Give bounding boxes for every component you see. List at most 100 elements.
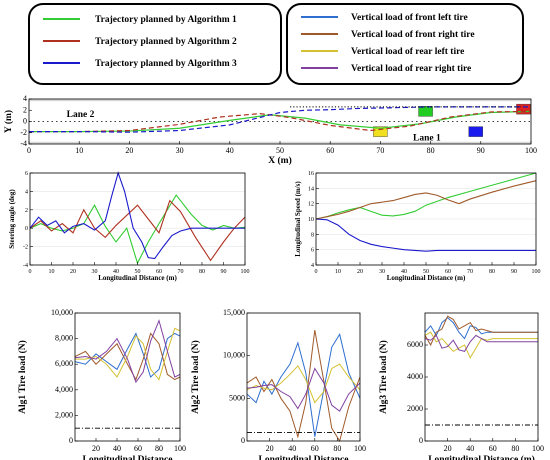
x-tick-label: 100	[532, 444, 544, 453]
series-line-3	[29, 106, 531, 133]
x-axis-label: X (m)	[268, 155, 291, 166]
y-tick-label: 16	[308, 171, 314, 177]
x-tick-label: 40	[113, 444, 121, 453]
x-tick-label: 40	[466, 444, 474, 453]
x-tick-label: 90	[221, 269, 227, 275]
legend-label-tire-3: Vertical load of rear left tire	[351, 47, 464, 57]
legend-box-trajectory	[28, 3, 282, 85]
series-line-2	[74, 332, 181, 381]
x-tick-label: 80	[199, 269, 205, 275]
x-tick-label: 80	[489, 269, 495, 275]
x-tick-label: 60	[445, 269, 451, 275]
x-tick-label: 70	[178, 269, 184, 275]
y-tick-label: 15,000	[223, 308, 245, 317]
series-line-3	[246, 363, 361, 404]
y-tick-label: 10,000	[51, 308, 73, 317]
obstacle-vehicle-4	[516, 103, 531, 115]
y-axis-label: Alg3 Tire load (N)	[378, 340, 389, 414]
obstacle-vehicle-1	[373, 126, 388, 137]
x-tick-label: 70	[376, 146, 384, 155]
y-tick-label: 2000	[407, 404, 423, 413]
axis-frame	[246, 312, 361, 442]
series-line-2	[424, 315, 538, 347]
x-tick-label: 10	[335, 269, 341, 275]
speed-chart: 0 10 20 30 40 50 60 70 80 90 100 4 6 8 10 12 14 16 Longitu…	[294, 171, 541, 282]
x-tick-label: 20	[125, 146, 133, 155]
x-tick-label: 20	[266, 444, 274, 453]
x-tick-label: 100	[525, 146, 537, 155]
series-line-2	[246, 329, 361, 443]
x-axis-label: Longitudinal Distance (m)	[428, 454, 535, 460]
y-tick-label: -4	[23, 263, 28, 269]
steering-chart: 0 10 20 30 40 50 60 70 80 90 100 -4 -2 0 2 4 6 Longitudin…	[8, 171, 250, 282]
x-tick-label: 80	[333, 444, 341, 453]
x-tick-label: 80	[427, 146, 435, 155]
y-tick-label: 4	[25, 189, 28, 195]
x-tick-label: 20	[444, 444, 452, 453]
x-tick-label: 100	[354, 444, 366, 453]
x-tick-label: 60	[326, 146, 334, 155]
x-tick-label: 90	[511, 269, 517, 275]
y-tick-label: 14	[308, 186, 314, 192]
axis-frame	[74, 312, 181, 442]
alg2-tire-load-chart: 20 40 60 80 100 0 5000 10,000 15,000 Longitudinal…	[190, 308, 366, 460]
series-line-4	[424, 334, 538, 352]
x-axis-label: Longitudinal Distance (m)	[387, 274, 466, 282]
series-line-4	[246, 367, 361, 412]
y-tick-label: -4	[20, 139, 27, 148]
x-tick-label: 0	[27, 146, 31, 155]
series-line-4	[74, 319, 181, 384]
series-line-3	[315, 218, 536, 252]
y-tick-label: 8	[311, 232, 314, 238]
legend-label-tire-4: Vertical load of rear right tire	[351, 64, 471, 74]
y-tick-label: 10	[308, 217, 314, 223]
obstacle-vehicle-2	[418, 106, 433, 117]
x-tick-label: 10	[75, 146, 83, 155]
y-tick-label: 6,000	[55, 359, 73, 368]
y-axis-label: Alg1 Tire load (N)	[17, 340, 28, 414]
legend-label-alg3: Trajectory planned by Algorithm 3	[95, 59, 237, 69]
series-line-1	[29, 194, 246, 265]
x-axis-label: Longitudinal Distance (m)	[98, 274, 177, 282]
x-tick-label: 100	[174, 444, 186, 453]
y-tick-label: 4	[311, 263, 314, 269]
series-line-1	[246, 333, 361, 437]
y-tick-label: 6000	[407, 340, 423, 349]
y-tick-label: 2	[25, 208, 28, 214]
y-tick-label: 0	[23, 117, 27, 126]
alg1-tire-load-chart: 20 40 60 80 100 0 2,000 4,000 6,000 8,000 10,000 Lo…	[17, 308, 186, 460]
x-axis-label: Longitudinal Distance	[82, 455, 172, 460]
y-tick-label: 2	[23, 105, 27, 114]
lane-2-label: Lane 2	[67, 110, 95, 120]
y-tick-label: 4,000	[55, 385, 73, 394]
y-tick-label: 2,000	[55, 410, 73, 419]
y-tick-label: 4	[23, 94, 27, 103]
legend-box-tire-load	[286, 3, 524, 85]
x-tick-label: 50	[423, 269, 429, 275]
y-tick-label: -2	[23, 245, 28, 251]
x-tick-label: 60	[156, 269, 162, 275]
legend-label-alg2: Trajectory planned by Algorithm 2	[95, 37, 237, 47]
x-tick-label: 50	[276, 146, 284, 155]
y-tick-label: 10,000	[223, 351, 245, 360]
series-line-2	[29, 110, 532, 133]
y-tick-label: 0	[241, 436, 245, 445]
alg3-tire-load-chart: 20 40 60 80 100 0 2000 4000 6000 Longitudinal Dis…	[378, 312, 544, 460]
series-line-2	[315, 180, 537, 220]
x-tick-label: 100	[532, 269, 541, 275]
y-tick-label: 8,000	[55, 334, 73, 343]
x-tick-label: 80	[155, 444, 163, 453]
x-tick-label: 60	[311, 444, 319, 453]
lane-1-label: Lane 1	[413, 134, 441, 144]
axis-frame	[29, 172, 246, 266]
legend-label-tire-1: Vertical load of front left tire	[351, 13, 468, 23]
y-axis-label: Y (m)	[3, 110, 14, 133]
y-axis-label: Alg2 Tire load (N)	[190, 340, 201, 414]
series-line-2	[29, 199, 246, 262]
x-axis-label: Longitudinal Distance	[258, 455, 348, 460]
legend-label-alg1: Trajectory planned by Algorithm 1	[95, 15, 237, 25]
y-tick-label: 12	[308, 202, 314, 208]
y-tick-label: 4000	[407, 372, 423, 381]
legend-tire-load: Vertical load of front left tire Vertical…	[301, 13, 475, 74]
